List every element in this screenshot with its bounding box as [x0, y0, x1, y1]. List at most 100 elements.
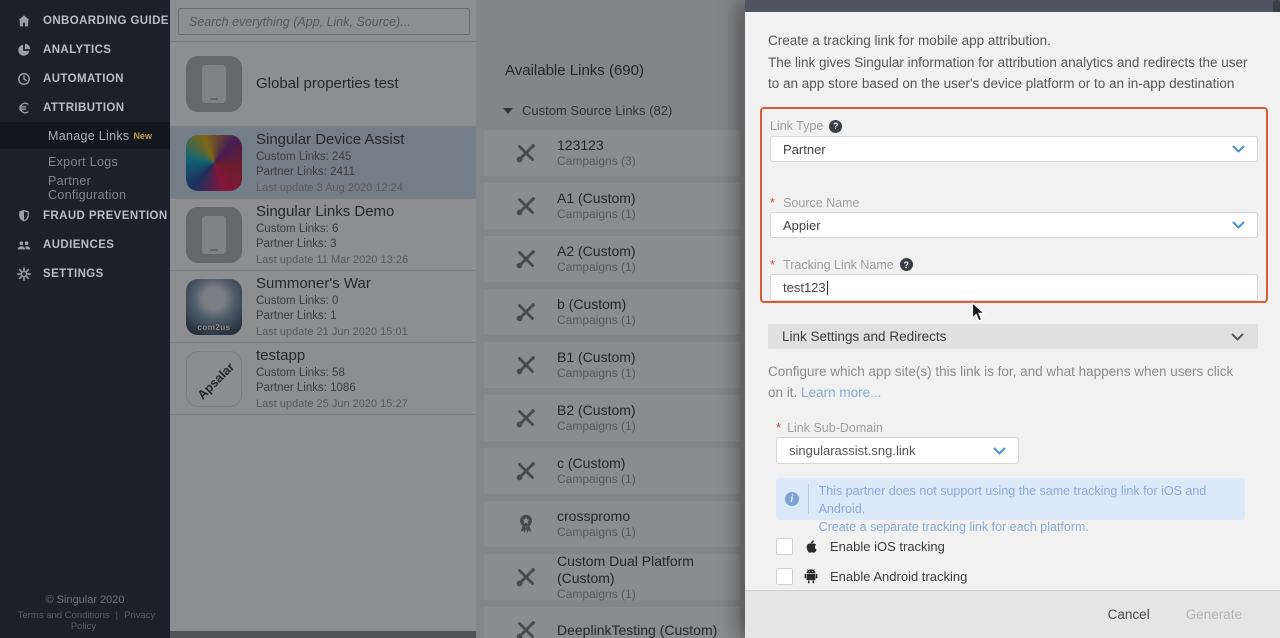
last-update: Last update 11 Mar 2020 13:26: [256, 254, 409, 266]
text-caret: [826, 280, 828, 295]
horizontal-scrollbar[interactable]: [170, 631, 476, 638]
android-icon: [803, 568, 819, 584]
generate-button[interactable]: Generate: [1185, 607, 1242, 622]
sidebar-item-label: SETTINGS: [43, 267, 104, 280]
sidebar-item-label: ATTRIBUTION: [43, 101, 125, 114]
info-line-1: This partner does not support using the …: [818, 484, 1207, 516]
app-row-global-properties-test[interactable]: Global properties test: [170, 42, 476, 127]
sidebar-item-automation[interactable]: AUTOMATION: [0, 64, 170, 93]
sidebar-item-export-logs[interactable]: Export Logs: [0, 149, 170, 175]
users-icon: [17, 238, 31, 252]
app-title: testapp: [256, 347, 306, 364]
link-row[interactable]: DeeplinkTesting (Custom): [484, 607, 740, 638]
info-icon: i: [784, 492, 799, 506]
link-row[interactable]: b (Custom) Campaigns (1): [484, 289, 740, 335]
custom-tools-icon: [516, 568, 535, 587]
intro-line-1: Create a tracking link for mobile app at…: [768, 33, 1051, 48]
apsalar-app-icon: Apsalar: [186, 350, 242, 407]
app-row-singular-device-assist[interactable]: Singular Device Assist Custom Links: 245…: [170, 127, 476, 199]
source-name-dropdown[interactable]: Appier: [770, 212, 1258, 238]
custom-tools-icon: [516, 303, 535, 322]
enable-ios-row: Enable iOS tracking: [776, 536, 945, 556]
sidebar-subitem-label: Partner Configuration: [48, 174, 127, 202]
attribution-icon: [17, 101, 31, 115]
cancel-button[interactable]: Cancel: [1107, 607, 1150, 622]
learn-more-link[interactable]: Learn more...: [801, 385, 882, 400]
link-type-dropdown[interactable]: Partner: [770, 136, 1258, 162]
custom-tools-icon: [516, 409, 535, 428]
pie-chart-icon: [17, 43, 31, 57]
partner-links-count: Partner Links: 1086: [256, 382, 356, 394]
help-icon[interactable]: ?: [829, 119, 843, 133]
app-row-testapp[interactable]: Apsalar testapp Custom Links: 58 Partner…: [170, 343, 476, 415]
tracking-link-name-input[interactable]: test123: [770, 274, 1258, 301]
home-icon: [17, 14, 31, 28]
link-row[interactable]: 123123 Campaigns (3): [484, 130, 740, 176]
summoners-war-app-icon: com2us: [186, 278, 242, 335]
shield-icon: [17, 209, 31, 223]
sidebar-item-attribution[interactable]: ATTRIBUTION: [0, 93, 170, 122]
link-row[interactable]: B1 (Custom) Campaigns (1): [484, 342, 740, 388]
custom-tools-icon: [516, 144, 535, 163]
sidebar-subitem-label: Manage Links: [48, 128, 130, 143]
available-links-header: Available Links (690): [505, 62, 644, 79]
sidebar-item-fraud-prevention[interactable]: FRAUD PREVENTION: [0, 201, 170, 230]
android-tracking-checkbox[interactable]: [776, 567, 793, 585]
sidebar-item-manage-links[interactable]: Manage Links New: [0, 122, 170, 149]
custom-tools-icon: [516, 250, 535, 269]
custom-source-links-group[interactable]: Custom Source Links (82): [476, 79, 745, 130]
app-title: Singular Links Demo: [256, 203, 395, 220]
partner-links-count: Partner Links: 3: [256, 238, 337, 250]
app-title: Global properties test: [256, 74, 399, 92]
modal-intro-text: Create a tracking link for mobile app at…: [768, 30, 1252, 95]
custom-tools-icon: [516, 356, 535, 375]
enable-android-row: Enable Android tracking: [776, 566, 967, 586]
sidebar-item-label: AUDIENCES: [43, 238, 115, 251]
app-row-singular-links-demo[interactable]: Singular Links Demo Custom Links: 6 Part…: [170, 199, 476, 271]
topbar: [170, 0, 476, 42]
help-icon[interactable]: ?: [899, 258, 913, 271]
medal-icon: [520, 514, 532, 534]
chevron-down-icon: [1231, 333, 1244, 341]
modal-body: Create a tracking link for mobile app at…: [745, 12, 1280, 590]
custom-source-links-label: Custom Source Links (82): [522, 103, 673, 118]
link-row[interactable]: A2 (Custom) Campaigns (1): [484, 236, 740, 282]
custom-links-count: Custom Links: 6: [256, 223, 339, 235]
android-tracking-label: Enable Android tracking: [830, 568, 968, 584]
link-row[interactable]: crosspromo Campaigns (1): [484, 501, 740, 547]
last-update: Last update 3 Aug 2020 12:24: [256, 182, 403, 194]
app-row-summoners-war[interactable]: com2us Summoner's War Custom Links: 0 Pa…: [170, 271, 476, 343]
clock-icon: [17, 72, 31, 86]
link-row[interactable]: A1 (Custom) Campaigns (1): [484, 183, 740, 229]
last-update: Last update 25 Jun 2020 15:27: [256, 398, 408, 410]
legal-divider: |: [115, 610, 119, 621]
create-tracking-link-modal: Create a tracking link for mobile app at…: [745, 0, 1280, 638]
collapse-triangle-icon: [503, 107, 513, 114]
apple-icon: [803, 538, 819, 554]
privacy-link[interactable]: Privacy Policy: [70, 610, 156, 632]
link-row[interactable]: B2 (Custom) Campaigns (1): [484, 395, 740, 441]
custom-tools-icon: [516, 197, 535, 216]
custom-tools-icon: [516, 462, 535, 481]
sidebar-item-audiences[interactable]: AUDIENCES: [0, 230, 170, 259]
link-settings-section-header[interactable]: Link Settings and Redirects: [768, 324, 1258, 349]
search-input[interactable]: [178, 8, 470, 35]
ios-tracking-checkbox[interactable]: [776, 537, 793, 555]
singular-device-assist-app-icon: [186, 134, 242, 191]
chevron-down-icon: [1232, 145, 1245, 153]
partner-links-count: Partner Links: 1: [256, 310, 337, 322]
sidebar-item-analytics[interactable]: ANALYTICS: [0, 35, 170, 64]
terms-link[interactable]: Terms and Conditions: [17, 610, 110, 621]
link-sub-domain-dropdown[interactable]: singularassist.sng.link: [776, 437, 1019, 464]
sidebar-item-settings[interactable]: SETTINGS: [0, 259, 170, 288]
custom-links-count: Custom Links: 0: [256, 295, 339, 307]
sidebar-item-onboarding-guide[interactable]: ONBOARDING GUIDE: [0, 6, 170, 35]
link-row[interactable]: Custom Dual Platform (Custom) Campaigns (…: [484, 553, 740, 601]
sidebar-item-partner-configuration[interactable]: Partner Configuration: [0, 174, 170, 202]
link-row[interactable]: c (Custom) Campaigns (1): [484, 448, 740, 494]
last-update: Last update 21 Jun 2020 15:01: [256, 326, 408, 338]
ios-tracking-label: Enable iOS tracking: [830, 538, 945, 554]
chevron-down-icon: [1232, 221, 1245, 229]
intro-line-2: The link gives Singular information for …: [768, 54, 1248, 92]
